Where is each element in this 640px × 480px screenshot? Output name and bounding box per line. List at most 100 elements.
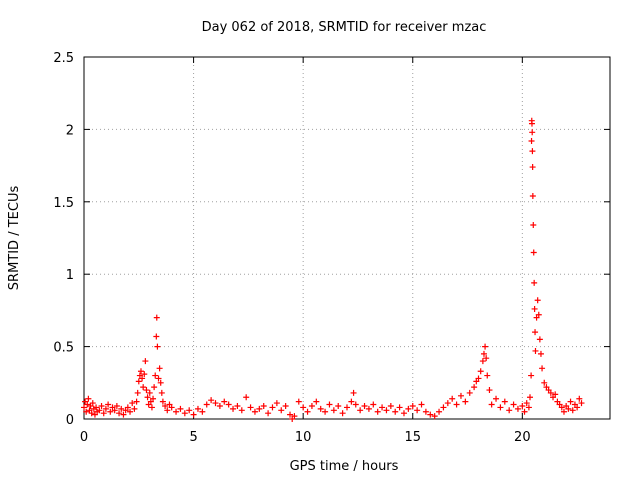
data-point xyxy=(383,407,390,414)
data-point xyxy=(141,371,148,378)
data-point xyxy=(457,392,464,399)
data-point xyxy=(134,389,141,396)
data-point xyxy=(537,350,544,357)
data-point xyxy=(530,221,537,228)
data-point xyxy=(422,408,429,415)
data-point xyxy=(350,389,357,396)
data-point xyxy=(151,384,158,391)
x-tick-label: 10 xyxy=(295,430,312,445)
data-point xyxy=(326,401,333,408)
data-point xyxy=(107,408,114,415)
data-point xyxy=(466,389,473,396)
y-tick-label: 1 xyxy=(66,268,74,283)
data-point xyxy=(199,408,206,415)
data-point xyxy=(148,404,155,411)
data-point xyxy=(501,398,508,405)
data-point xyxy=(535,311,542,318)
data-point xyxy=(93,404,100,411)
data-point xyxy=(527,394,534,401)
data-point xyxy=(317,405,324,412)
data-point xyxy=(482,343,489,350)
data-point xyxy=(243,394,250,401)
tick-labels: 0 5 10 15 20 0 0.5 1 1.5 2 2.5 xyxy=(53,51,530,445)
data-point xyxy=(177,405,184,412)
data-point xyxy=(291,413,298,420)
data-points xyxy=(81,117,585,422)
data-point xyxy=(348,398,355,405)
data-point xyxy=(247,404,254,411)
data-point xyxy=(146,389,153,396)
data-point xyxy=(118,405,125,412)
data-point xyxy=(483,355,490,362)
data-point xyxy=(523,400,530,407)
axes xyxy=(83,56,611,420)
data-point xyxy=(335,402,342,409)
data-point xyxy=(574,404,581,411)
data-point xyxy=(484,372,491,379)
data-point xyxy=(529,129,536,136)
data-point xyxy=(140,384,147,391)
data-point xyxy=(88,410,95,417)
data-point xyxy=(528,372,535,379)
data-point xyxy=(269,404,276,411)
data-point xyxy=(529,148,536,155)
data-point xyxy=(216,402,223,409)
data-point xyxy=(273,400,280,407)
data-point xyxy=(519,402,526,409)
data-point xyxy=(158,389,165,396)
data-point xyxy=(453,401,460,408)
data-point xyxy=(221,398,228,405)
data-point xyxy=(83,408,90,415)
data-point xyxy=(536,336,543,343)
data-point xyxy=(530,249,537,256)
data-point xyxy=(153,333,160,340)
data-point xyxy=(162,402,169,409)
y-tick-label: 2.5 xyxy=(53,51,74,66)
data-point xyxy=(534,297,541,304)
y-axis-label: SRMTID / TECUs xyxy=(7,186,22,291)
x-tick-label: 20 xyxy=(514,430,531,445)
chart-title: Day 062 of 2018, SRMTID for receiver mza… xyxy=(202,20,487,35)
data-point xyxy=(471,384,478,391)
data-point xyxy=(379,404,386,411)
data-point xyxy=(560,408,567,415)
data-point xyxy=(339,410,346,417)
data-point xyxy=(531,279,538,286)
data-point xyxy=(414,407,421,414)
data-point xyxy=(208,397,215,404)
data-point xyxy=(514,405,521,412)
data-point xyxy=(144,394,151,401)
data-point xyxy=(282,402,289,409)
data-point xyxy=(532,347,539,354)
data-point xyxy=(440,404,447,411)
data-point xyxy=(418,401,425,408)
data-point xyxy=(113,402,120,409)
data-point xyxy=(528,120,535,127)
data-point xyxy=(168,404,175,411)
data-point xyxy=(431,413,438,420)
data-point xyxy=(127,408,134,415)
data-point xyxy=(287,411,294,418)
data-point xyxy=(139,375,146,382)
data-point xyxy=(84,401,91,408)
data-point xyxy=(436,408,443,415)
data-point xyxy=(444,400,451,407)
data-point xyxy=(98,402,105,409)
data-point xyxy=(547,389,554,396)
data-point xyxy=(506,407,513,414)
data-point xyxy=(370,401,377,408)
data-point xyxy=(531,305,538,312)
data-point xyxy=(528,137,535,144)
data-point xyxy=(173,408,180,415)
data-point xyxy=(497,404,504,411)
data-point xyxy=(181,410,188,417)
data-point xyxy=(225,401,232,408)
data-point xyxy=(400,410,407,417)
data-point xyxy=(135,378,142,385)
data-point xyxy=(156,365,163,372)
data-point xyxy=(352,401,359,408)
x-tick-label: 0 xyxy=(80,430,88,445)
data-point xyxy=(344,404,350,411)
data-point xyxy=(131,405,138,412)
data-point xyxy=(387,402,394,409)
